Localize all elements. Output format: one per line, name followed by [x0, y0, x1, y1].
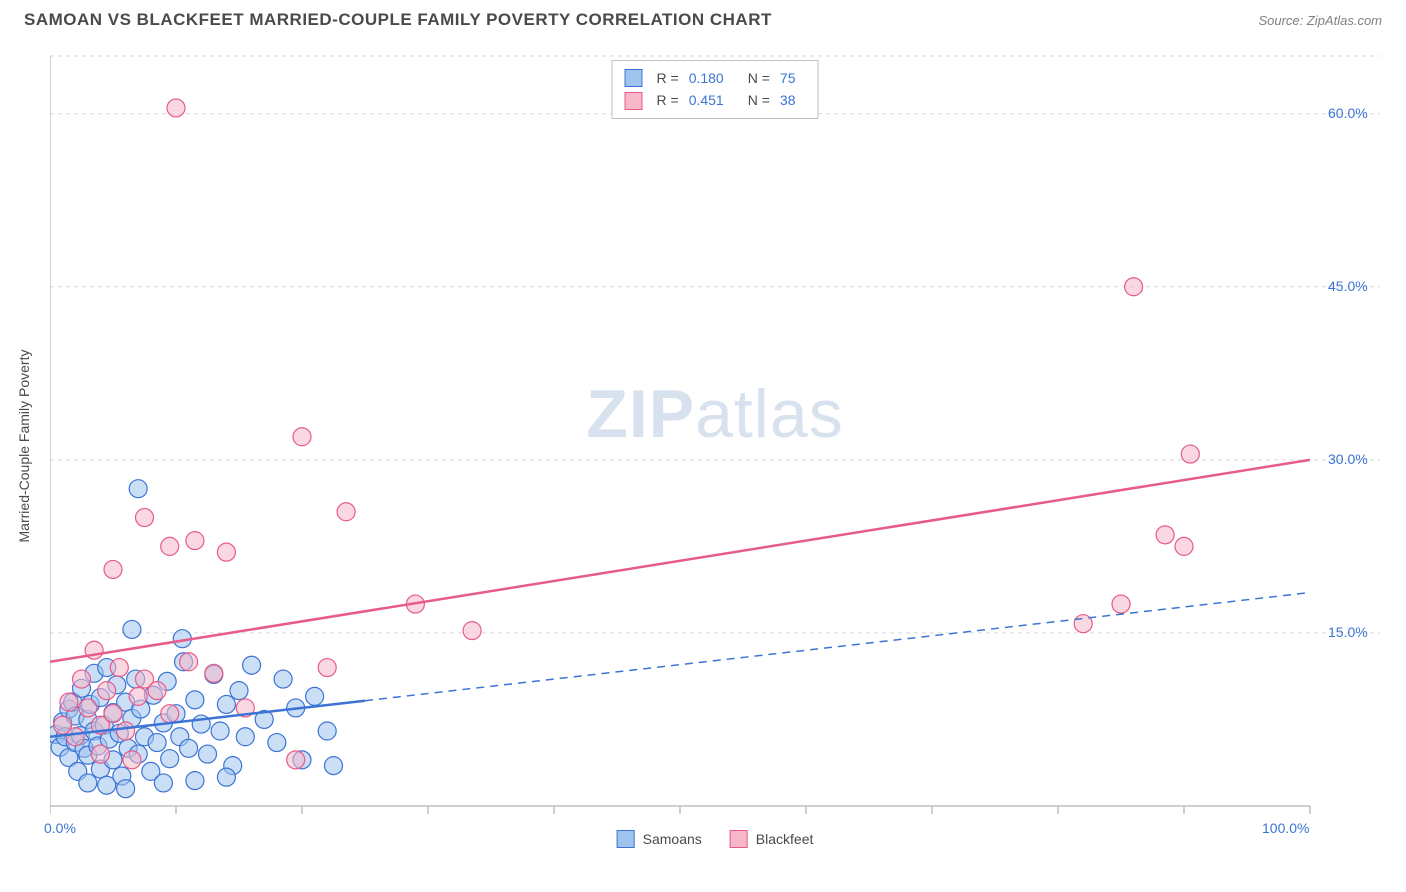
r-value-1: 0.451 — [689, 89, 724, 111]
x-axis-label: 0.0% — [44, 820, 76, 836]
y-axis-label: 15.0% — [1328, 624, 1368, 640]
r-label-1: R = — [657, 89, 679, 111]
chart-container: Married-Couple Family Poverty ZIPatlas R… — [50, 46, 1380, 846]
y-axis-title: Married-Couple Family Poverty — [16, 350, 32, 543]
source-label: Source: ZipAtlas.com — [1258, 13, 1382, 28]
x-axis-label: 100.0% — [1262, 820, 1309, 836]
legend-stats-row-1: R = 0.451 N = 38 — [625, 89, 806, 111]
y-axis-label: 30.0% — [1328, 451, 1368, 467]
r-label-0: R = — [657, 67, 679, 89]
n-value-0: 75 — [780, 67, 796, 89]
legend-text-0: Samoans — [643, 831, 702, 847]
chart-title: SAMOAN VS BLACKFEET MARRIED-COUPLE FAMIL… — [24, 10, 772, 30]
legend-item-1: Blackfeet — [730, 830, 814, 848]
legend-swatch-0 — [625, 69, 643, 87]
legend-text-1: Blackfeet — [756, 831, 814, 847]
n-value-1: 38 — [780, 89, 796, 111]
r-value-0: 0.180 — [689, 67, 724, 89]
scatter-plot — [50, 46, 1380, 846]
y-axis-label: 60.0% — [1328, 105, 1368, 121]
legend-swatch-bottom-0 — [617, 830, 635, 848]
legend-series: Samoans Blackfeet — [617, 830, 814, 848]
legend-stats: R = 0.180 N = 75 R = 0.451 N = 38 — [612, 60, 819, 119]
legend-stats-row-0: R = 0.180 N = 75 — [625, 67, 806, 89]
legend-item-0: Samoans — [617, 830, 702, 848]
legend-swatch-bottom-1 — [730, 830, 748, 848]
legend-swatch-1 — [625, 92, 643, 110]
y-axis-label: 45.0% — [1328, 278, 1368, 294]
n-label-1: N = — [748, 89, 770, 111]
n-label-0: N = — [748, 67, 770, 89]
